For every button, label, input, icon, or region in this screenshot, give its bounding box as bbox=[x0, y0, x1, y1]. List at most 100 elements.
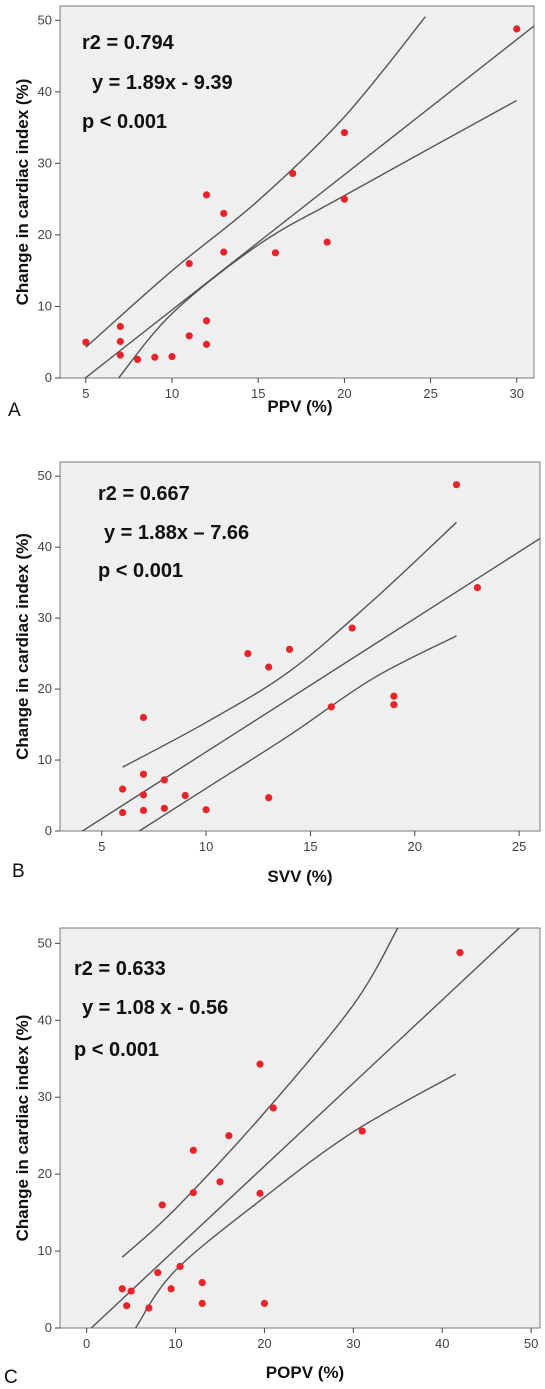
data-point bbox=[225, 1132, 233, 1140]
data-point bbox=[189, 1189, 197, 1197]
x-tick-label: 20 bbox=[257, 1336, 271, 1351]
data-point bbox=[202, 191, 211, 199]
data-point bbox=[260, 1299, 269, 1307]
data-point bbox=[123, 1302, 131, 1310]
data-point bbox=[154, 1269, 162, 1277]
scatter-chart: 0 10 20 30 40 50 5 10 15 20 25 30 r2 = 0.794 y = 1.89… bbox=[8, 5, 535, 421]
data-point bbox=[327, 703, 335, 711]
p-value-annotation: p < 0.001 bbox=[82, 111, 167, 133]
y-tick-label: 20 bbox=[38, 227, 52, 242]
data-point bbox=[473, 584, 481, 592]
y-tick-label: 50 bbox=[38, 468, 52, 483]
data-point bbox=[456, 949, 464, 957]
data-point bbox=[139, 806, 148, 815]
panel-letter: A bbox=[8, 400, 21, 421]
y-axis-label: Change in cardiac index (%) bbox=[13, 1015, 32, 1242]
x-tick-label: 10 bbox=[165, 386, 179, 401]
data-point bbox=[202, 317, 211, 325]
y-tick-label: 10 bbox=[38, 298, 52, 313]
regression-line bbox=[84, 25, 534, 378]
data-point bbox=[118, 1285, 126, 1293]
x-axis-label: SVV (%) bbox=[267, 867, 332, 886]
data-point bbox=[139, 713, 148, 722]
data-point bbox=[139, 791, 148, 799]
x-tick-label: 40 bbox=[435, 1336, 449, 1351]
x-tick-label: 30 bbox=[346, 1336, 360, 1351]
r2-annotation: r2 = 0.794 bbox=[82, 32, 175, 54]
data-point bbox=[167, 1285, 175, 1293]
data-point bbox=[116, 351, 124, 359]
data-point bbox=[133, 355, 142, 363]
x-tick-label: 0 bbox=[83, 1336, 90, 1351]
data-point bbox=[151, 353, 159, 361]
data-point bbox=[158, 1201, 166, 1209]
data-point bbox=[244, 649, 252, 658]
data-point bbox=[216, 1178, 224, 1186]
data-point bbox=[265, 794, 273, 802]
data-point bbox=[82, 338, 90, 346]
plot-area bbox=[59, 461, 541, 832]
x-tick-label: 10 bbox=[168, 1336, 182, 1351]
y-tick-label: 10 bbox=[38, 1243, 52, 1258]
data-point bbox=[127, 1287, 135, 1295]
data-point bbox=[116, 322, 124, 331]
data-point bbox=[139, 770, 148, 778]
panel-letter: B bbox=[12, 861, 25, 882]
plot-area bbox=[59, 5, 535, 379]
data-point bbox=[119, 808, 127, 817]
data-point bbox=[452, 481, 461, 489]
data-point bbox=[160, 776, 168, 784]
equation-annotation: y = 1.88x – 7.66 bbox=[104, 522, 249, 544]
data-point bbox=[289, 169, 297, 177]
data-point bbox=[116, 337, 124, 346]
data-point bbox=[185, 332, 193, 340]
data-point bbox=[271, 249, 280, 257]
data-point bbox=[340, 195, 348, 203]
x-tick-label: 5 bbox=[82, 386, 89, 401]
x-tick-label: 25 bbox=[512, 839, 526, 854]
data-point bbox=[181, 791, 189, 800]
plot-area bbox=[59, 927, 541, 1329]
data-point bbox=[358, 1127, 366, 1135]
data-point bbox=[340, 129, 348, 137]
x-tick-label: 10 bbox=[199, 839, 213, 854]
p-value-annotation: p < 0.001 bbox=[74, 1039, 159, 1061]
x-tick-label: 15 bbox=[303, 839, 317, 854]
data-point bbox=[168, 352, 176, 361]
x-axis-label: PPV (%) bbox=[267, 397, 332, 416]
data-point bbox=[198, 1279, 206, 1287]
ci-upper-line bbox=[121, 928, 399, 1258]
regression-line bbox=[90, 928, 521, 1328]
equation-annotation: y = 1.89x - 9.39 bbox=[92, 72, 233, 94]
y-tick-label: 30 bbox=[38, 155, 52, 170]
y-tick-label: 50 bbox=[38, 12, 52, 27]
data-point bbox=[513, 25, 521, 33]
y-tick-label: 30 bbox=[38, 610, 52, 625]
chart-panel-a: 0 10 20 30 40 50 5 10 15 20 25 30 r2 = 0.794 y = 1.89… bbox=[0, 0, 545, 452]
data-point bbox=[145, 1304, 153, 1312]
data-point bbox=[176, 1262, 184, 1271]
ci-lower-line bbox=[134, 1073, 456, 1328]
x-tick-label: 20 bbox=[408, 839, 422, 854]
data-point bbox=[390, 692, 398, 700]
data-point bbox=[348, 624, 356, 632]
data-point bbox=[390, 701, 398, 709]
y-tick-label: 0 bbox=[45, 823, 52, 838]
panel-letter: C bbox=[4, 1367, 18, 1388]
data-point bbox=[185, 259, 193, 268]
data-point bbox=[119, 785, 127, 793]
x-tick-label: 50 bbox=[524, 1336, 538, 1351]
y-tick-label: 0 bbox=[45, 1320, 52, 1335]
data-point bbox=[202, 340, 211, 348]
x-tick-label: 5 bbox=[98, 839, 105, 854]
chart-panel-c: 0 10 20 30 40 50 0 10 20 30 40 50 r2 = 0.633 y = 1.08… bbox=[0, 920, 545, 1389]
r2-annotation: r2 = 0.633 bbox=[74, 958, 166, 980]
y-tick-label: 20 bbox=[38, 681, 52, 696]
p-value-annotation: p < 0.001 bbox=[98, 560, 183, 582]
data-point bbox=[220, 248, 228, 256]
data-point bbox=[256, 1060, 264, 1068]
data-point bbox=[269, 1104, 277, 1112]
y-tick-label: 0 bbox=[45, 370, 52, 385]
x-axis-label: POPV (%) bbox=[266, 1363, 344, 1382]
x-tick-label: 15 bbox=[251, 386, 265, 401]
